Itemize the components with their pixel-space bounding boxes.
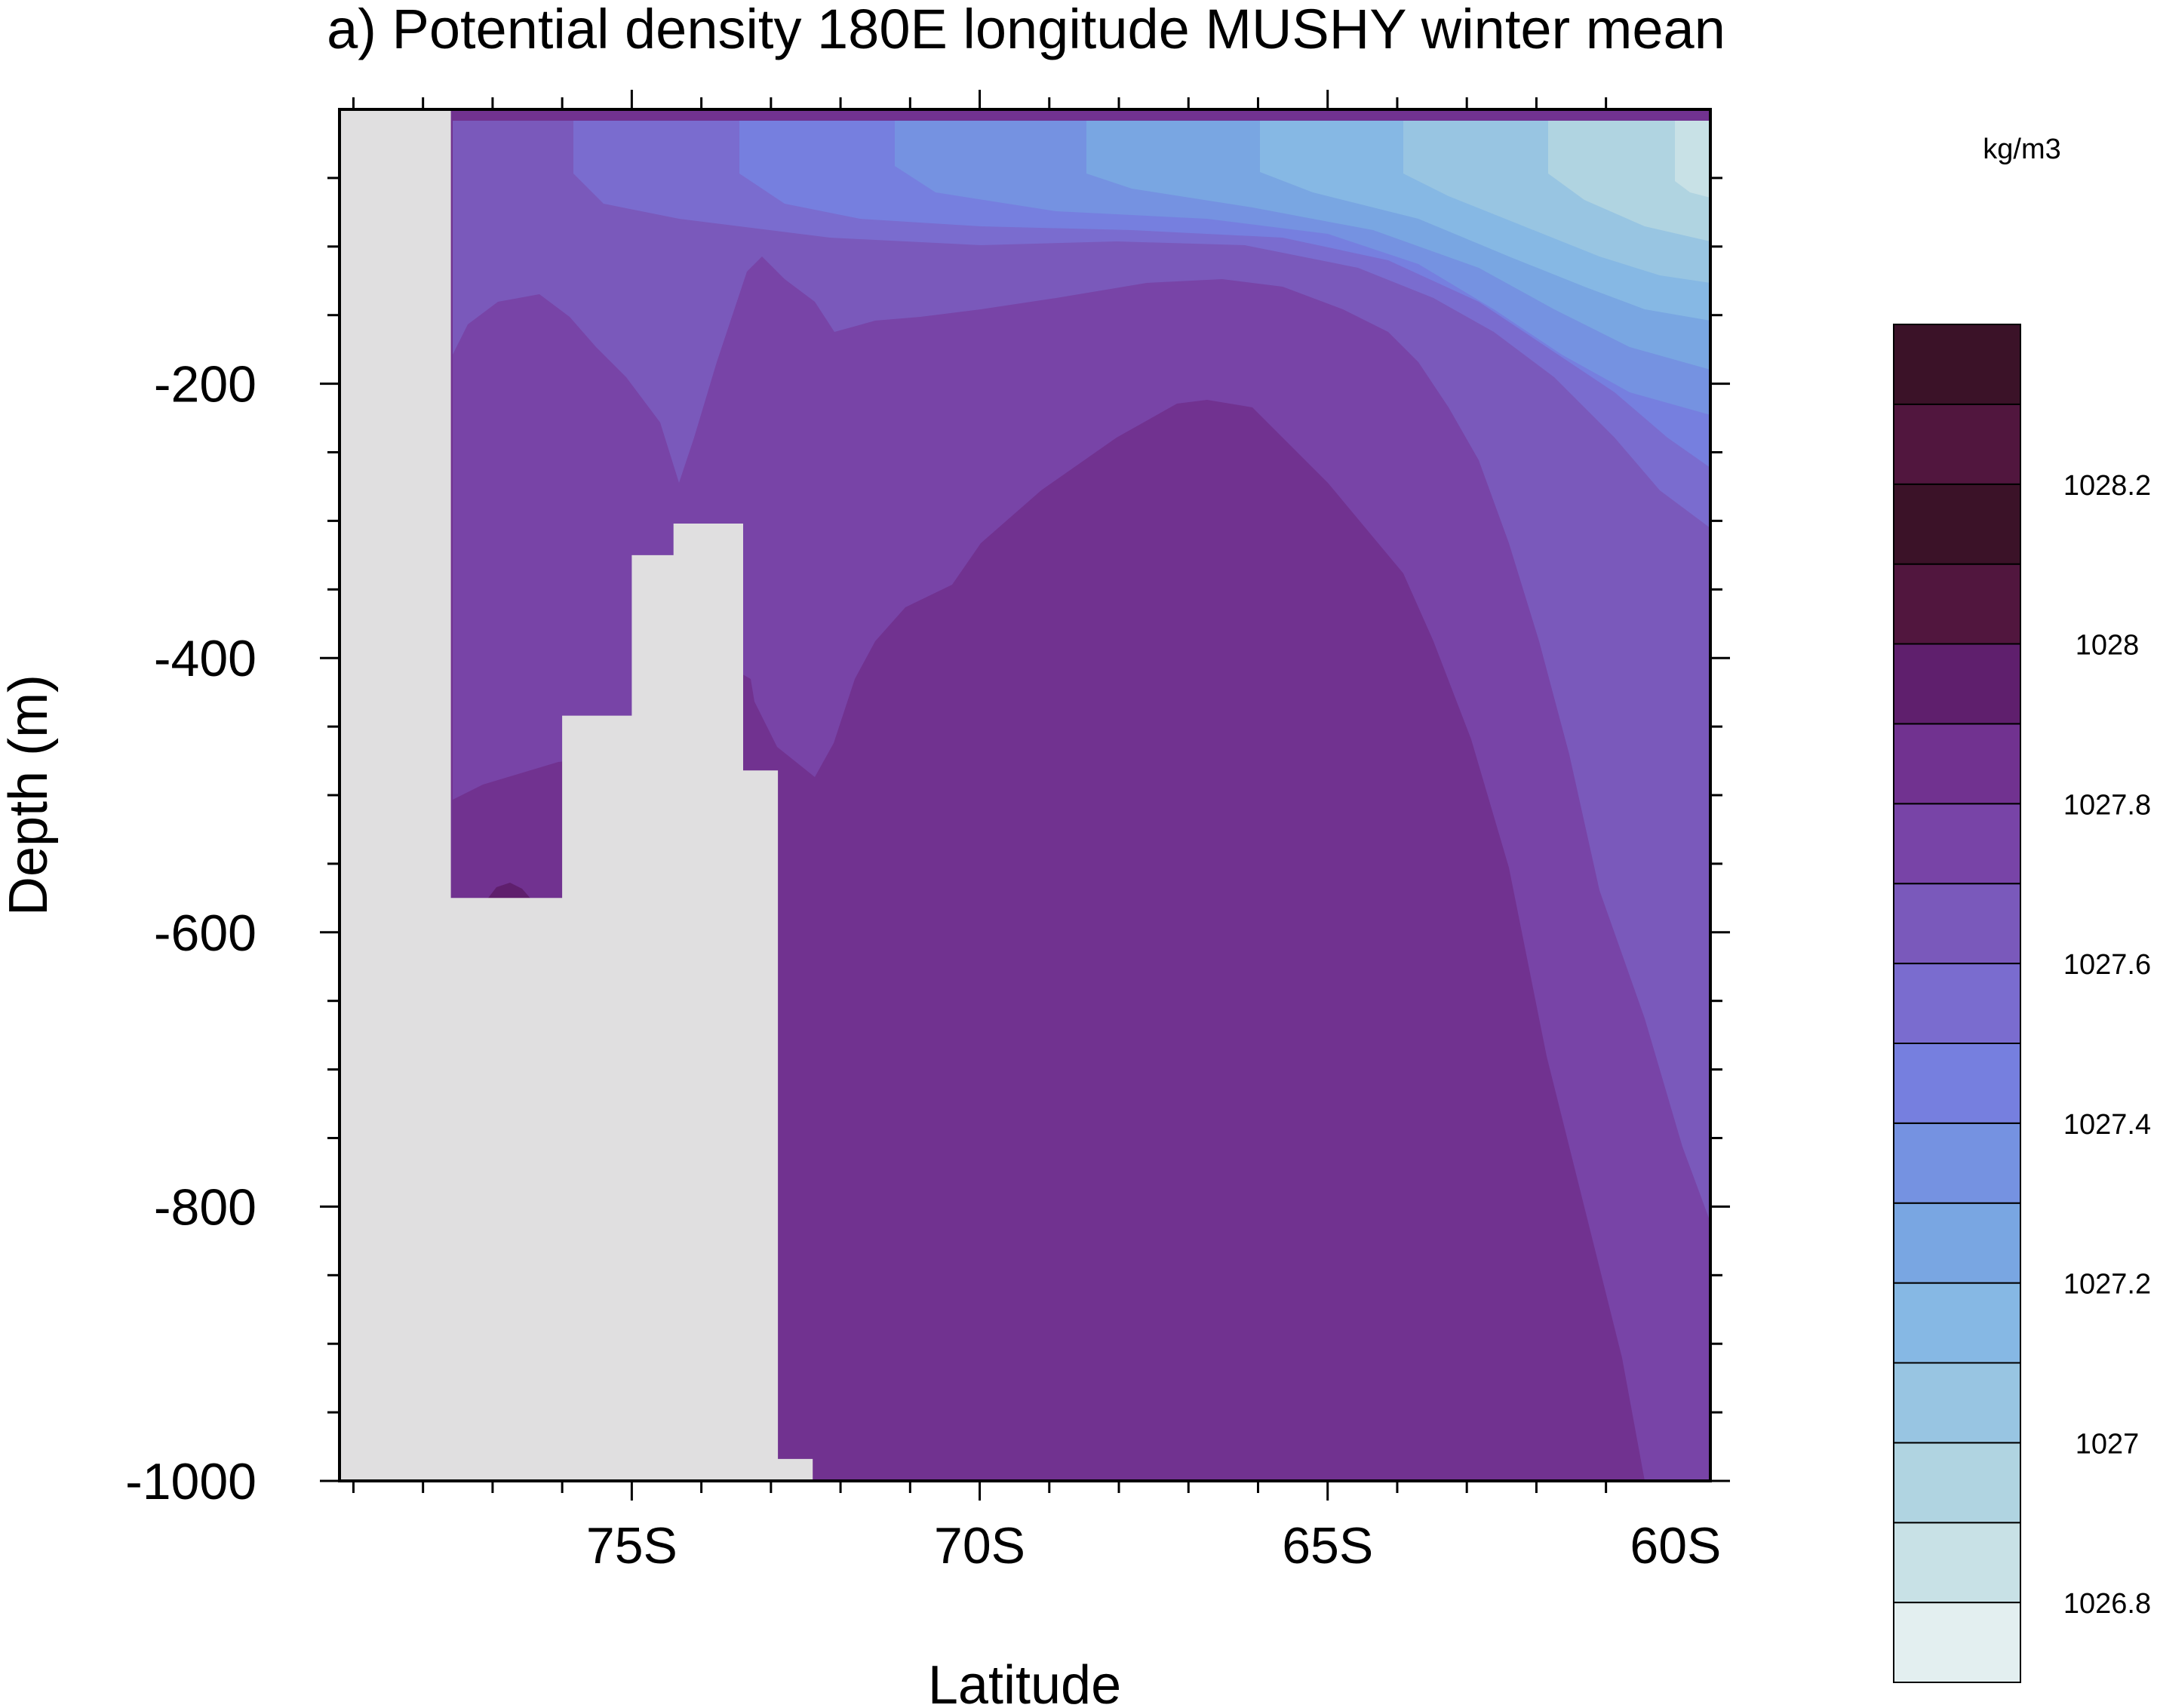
density-band xyxy=(1548,121,1710,241)
colorbar-box xyxy=(1893,1042,2021,1124)
axis-ticks xyxy=(320,90,1730,1501)
colorbar-box xyxy=(1893,1522,2021,1604)
land-mask-layer xyxy=(340,109,813,1481)
colorbar-box xyxy=(1893,963,2021,1044)
colorbar-box xyxy=(1893,1362,2021,1444)
density-band xyxy=(487,883,532,900)
density-contours xyxy=(340,109,1710,1481)
y-tick-label: -200 xyxy=(154,356,257,413)
chart-title: a) Potential density 180E longitude MUSH… xyxy=(327,0,1725,60)
colorbar-label: 1027.2 xyxy=(2063,1269,2151,1301)
colorbar-box xyxy=(1893,1202,2021,1284)
colorbar-label: 1028 xyxy=(2076,630,2140,662)
colorbar-box xyxy=(1893,324,2021,405)
x-axis-label: Latitude xyxy=(928,1655,1121,1708)
colorbar xyxy=(1893,324,2021,1684)
colorbar-box xyxy=(1893,1282,2021,1364)
colorbar-label: 1026.8 xyxy=(2063,1588,2151,1620)
colorbar-box xyxy=(1893,1122,2021,1204)
colorbar-label: 1027.6 xyxy=(2063,949,2151,981)
y-tick-label: -1000 xyxy=(125,1453,257,1510)
y-tick-label: -800 xyxy=(154,1178,257,1236)
x-tick-label: 75S xyxy=(586,1517,678,1574)
colorbar-box xyxy=(1893,483,2021,565)
colorbar-label: 1028.2 xyxy=(2063,470,2151,502)
colorbar-box xyxy=(1893,803,2021,885)
colorbar-units: kg/m3 xyxy=(1983,134,2060,165)
y-tick-labels: -200 -400 -600 -800 -1000 xyxy=(125,356,257,1510)
x-tick-labels: 75S 70S 65S 60S xyxy=(586,1517,1721,1574)
x-tick-label: 70S xyxy=(934,1517,1025,1574)
density-band xyxy=(453,121,1710,1481)
land-mask xyxy=(340,109,813,1481)
y-tick-label: -400 xyxy=(154,630,257,687)
colorbar-box xyxy=(1893,883,2021,965)
colorbar-box xyxy=(1893,1442,2021,1524)
y-tick-label: -600 xyxy=(154,905,257,962)
colorbar-box xyxy=(1893,563,2021,645)
x-tick-label: 60S xyxy=(1630,1517,1721,1574)
y-axis-label: Depth (m) xyxy=(0,674,59,916)
colorbar-labels: 1026.8 1027 1027.2 1027.4 1027.6 1027.8 … xyxy=(2063,470,2151,1620)
colorbar-box xyxy=(1893,1602,2021,1684)
density-band xyxy=(1675,121,1710,198)
colorbar-box xyxy=(1893,723,2021,805)
colorbar-label: 1027 xyxy=(2076,1428,2140,1460)
colorbar-box xyxy=(1893,643,2021,725)
x-tick-label: 65S xyxy=(1282,1517,1373,1574)
colorbar-label: 1027.8 xyxy=(2063,789,2151,821)
colorbar-label: 1027.4 xyxy=(2063,1109,2151,1141)
colorbar-box xyxy=(1893,403,2021,485)
